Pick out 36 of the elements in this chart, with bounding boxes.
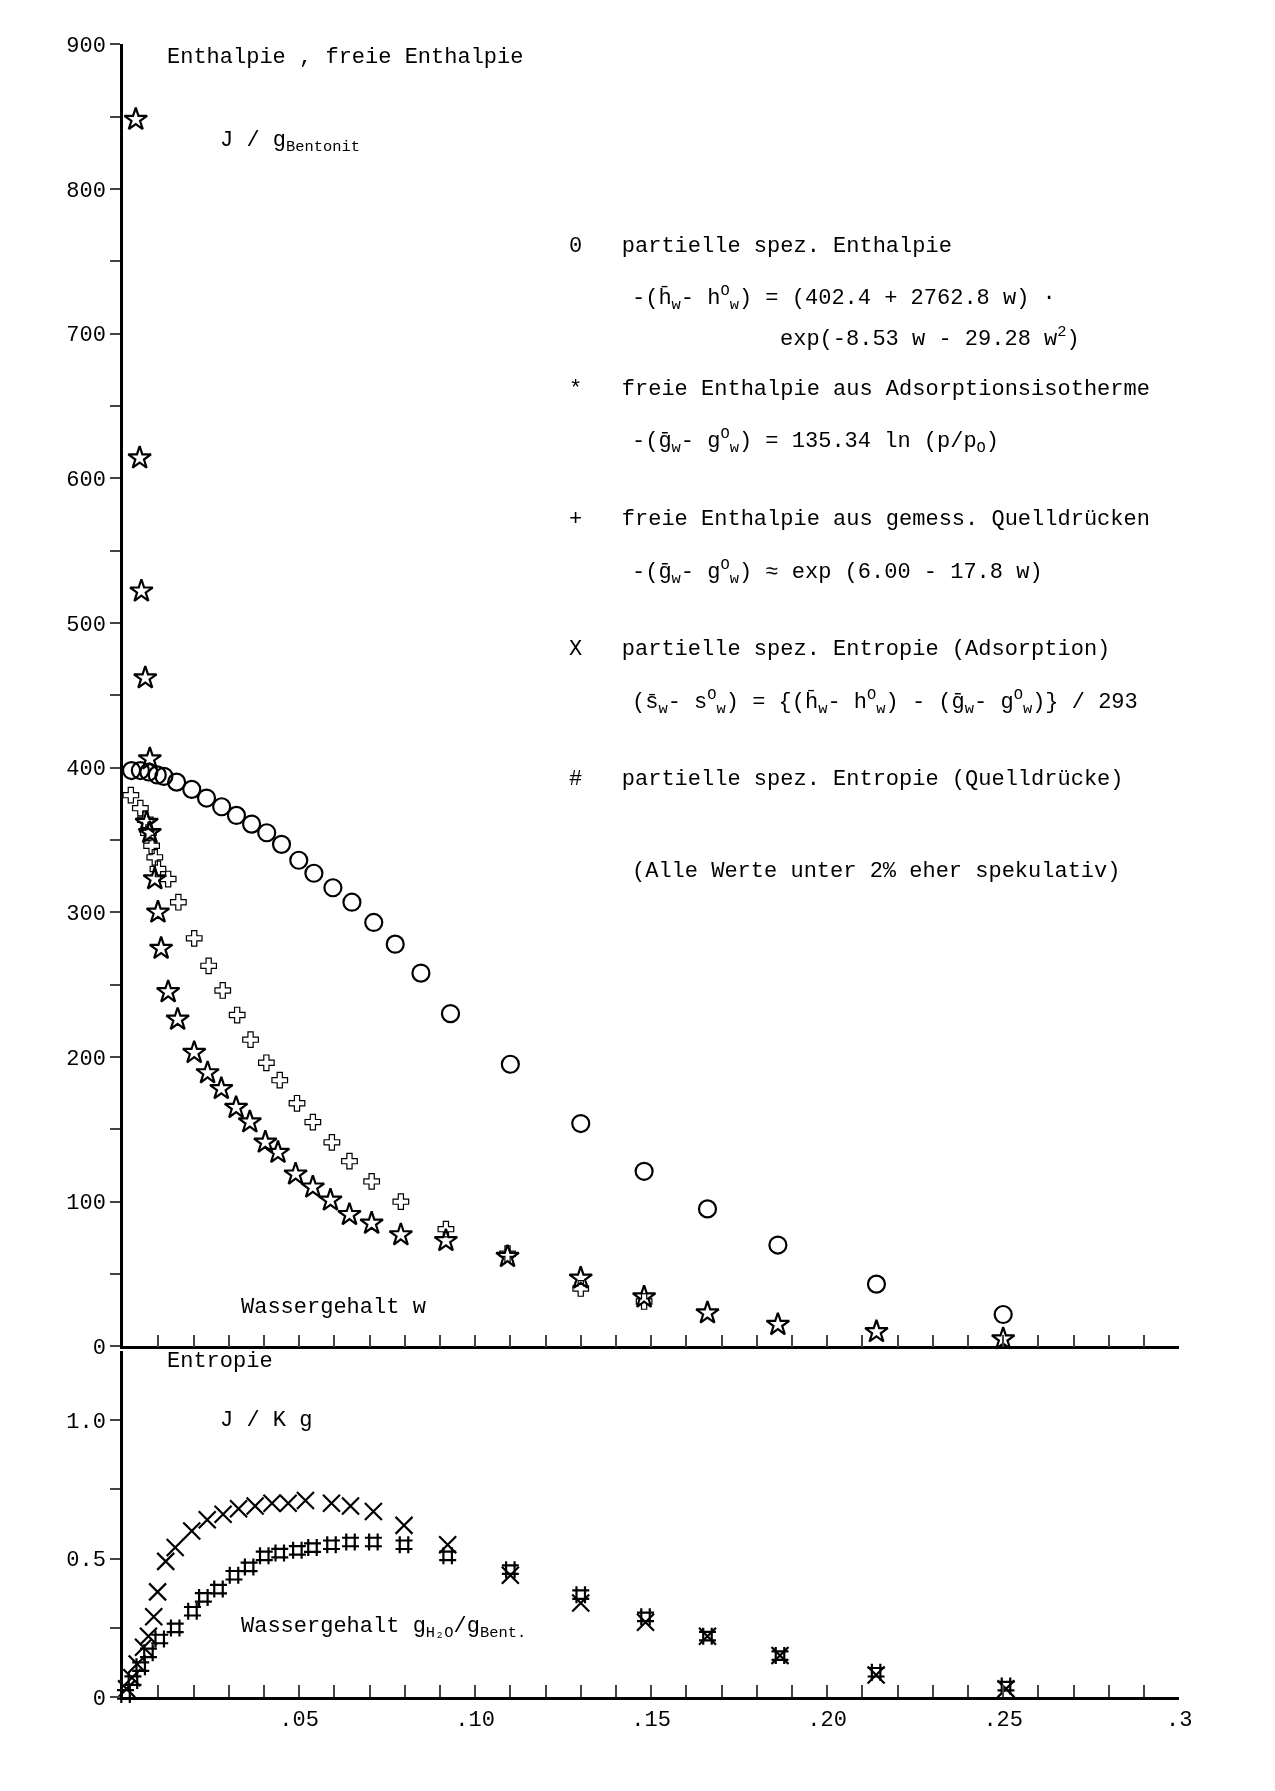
y-tick-label: 1.0: [66, 1409, 106, 1435]
annotation: -(h̄$_{w}$- h$^{O}$$_{w}$) = (402.4 + 2762.8 w) ·: [632, 282, 1056, 314]
annotation: J / g$_{Bentonit}$: [220, 128, 360, 156]
x-axis-title: Wassergehalt g$_{H₂O}$/g$_{Bent.}$: [241, 1614, 527, 1642]
annotation: + freie Enthalpie aus gemess. Quelldrücken: [569, 507, 1150, 532]
annotation: 0 partielle spez. Enthalpie: [569, 234, 952, 259]
annotation: J / K g: [220, 1408, 313, 1433]
y-tick-label: 700: [66, 323, 106, 349]
y-tick-label: 0: [92, 1336, 106, 1362]
y-tick-label: 100: [66, 1191, 106, 1217]
annotation: # partielle spez. Entropie (Quelldrücke): [569, 767, 1124, 792]
x-tick-label: .15: [631, 1708, 671, 1734]
annotation: (Alle Werte unter 2% eher spekulativ): [632, 859, 1121, 884]
y-tick-label: 0.5: [66, 1548, 106, 1574]
x-tick-label: .05: [279, 1708, 319, 1734]
annotation: * freie Enthalpie aus Adsorptionsisotherme: [569, 377, 1150, 402]
annotation: -(ḡ$_{w}$- g$^{O}$$_{w}$) ≈ exp (6.00 - 17.8 w): [632, 556, 1043, 588]
x-tick-label: .10: [455, 1708, 495, 1734]
y-tick-label: 800: [66, 178, 106, 204]
y-tick-label: 400: [66, 757, 106, 783]
y-axis-title: Enthalpie , freie Enthalpie: [167, 45, 524, 70]
x-tick-label: .20: [807, 1708, 847, 1734]
annotation: exp(-8.53 w - 29.28 w$^{2}$): [780, 323, 1080, 353]
y-tick-label: 600: [66, 468, 106, 494]
y-tick-label: 0: [92, 1686, 106, 1712]
x-tick-label: .25: [983, 1708, 1023, 1734]
y-axis-title: Entropie: [167, 1349, 273, 1374]
x-axis-title: Wassergehalt w: [241, 1295, 426, 1320]
y-tick-label: 200: [66, 1046, 106, 1072]
text: (s̄$_{w}$- s$^{O}$$_{w}$) = {(h̄$_{w}$- h$^{O}$$_{w}$) - (ḡ$_{w}$- g$^{O}$$_{w}$)} / 293: [632, 686, 1138, 718]
annotation: -(ḡ$_{w}$- g$^{O}$$_{w}$) = 135.34 ln (p/p$_{O}$): [632, 425, 1000, 457]
y-tick-label: 500: [66, 612, 106, 638]
y-tick-label: 300: [66, 902, 106, 928]
y-tick-label: 900: [66, 34, 106, 60]
annotation: X partielle spez. Entropie (Adsorption): [569, 637, 1111, 662]
x-tick-label: .3: [1166, 1708, 1193, 1734]
